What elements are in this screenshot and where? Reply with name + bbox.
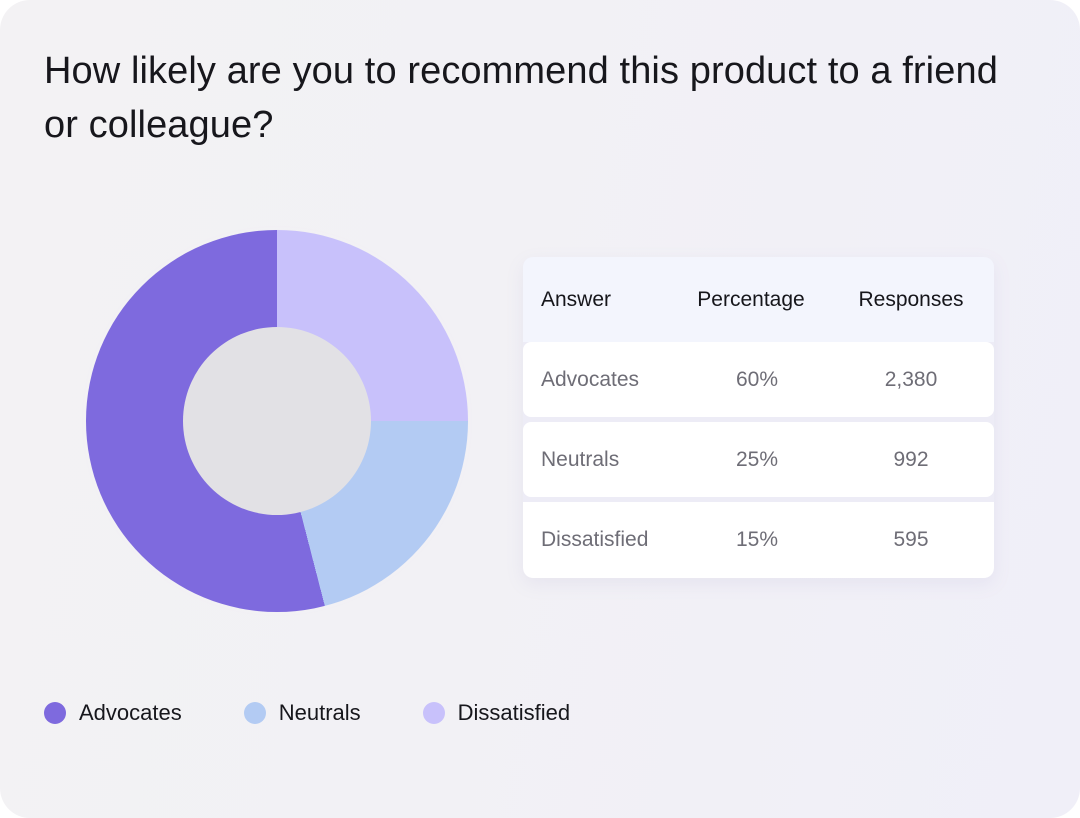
legend-dot-icon <box>422 702 445 724</box>
legend-label: Dissatisfied <box>457 700 571 725</box>
legend-item-dissatisfied: Dissatisfied <box>422 700 571 726</box>
table-header: Answer Percentage Responses <box>523 257 994 342</box>
question-title: How likely are you to recommend this pro… <box>44 50 998 146</box>
row-answer: Advocates <box>541 367 640 391</box>
table-row-neutrals: Neutrals 25% 992 <box>523 422 994 497</box>
row-percentage: 15% <box>735 528 779 551</box>
header-percentage: Percentage <box>697 287 805 311</box>
results-table: Answer Percentage Responses Advocates 60… <box>523 257 994 578</box>
row-answer: Neutrals <box>541 447 620 471</box>
row-responses: 992 <box>893 447 929 471</box>
header-answer: Answer <box>541 287 612 311</box>
table-row-advocates: Advocates 60% 2,380 <box>523 342 994 417</box>
row-answer: Dissatisfied <box>541 528 649 551</box>
legend-dot-icon <box>243 702 266 724</box>
row-responses: 595 <box>893 528 929 551</box>
legend-label: Advocates <box>79 700 182 725</box>
table-row-dissatisfied: Dissatisfied 15% 595 <box>523 502 994 578</box>
row-percentage: 25% <box>735 447 779 471</box>
donut-chart <box>62 206 492 636</box>
legend-dot-icon <box>44 702 66 724</box>
legend-item-advocates: Advocates <box>44 700 182 726</box>
row-responses: 2,380 <box>884 367 938 391</box>
row-percentage: 60% <box>735 367 779 391</box>
header-responses: Responses <box>858 287 964 311</box>
legend-label: Neutrals <box>278 700 361 725</box>
chart-legend: Advocates Neutrals Dissatisfied <box>44 698 632 728</box>
donut-hole <box>183 327 371 515</box>
legend-item-neutrals: Neutrals <box>243 700 361 726</box>
